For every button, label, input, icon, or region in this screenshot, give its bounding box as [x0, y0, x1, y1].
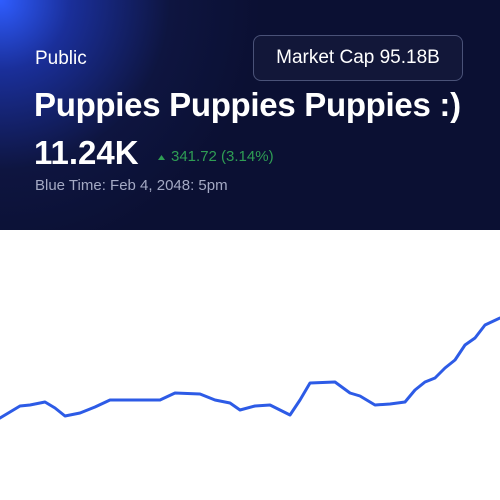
badge: Public [35, 48, 87, 69]
title: Puppies Puppies Puppies :) [34, 86, 461, 123]
up-arrow [158, 154, 165, 160]
change-text: 341.72 (3.14%) [171, 148, 274, 165]
change: 341.72 (3.14%) [158, 148, 274, 165]
timestamp: Blue Time: Feb 4, 2048: 5pm [35, 177, 228, 194]
price-line [0, 316, 500, 420]
price: 11.24K [34, 134, 139, 171]
chart [0, 316, 500, 420]
header: Public Market Cap 95.18B Puppies Puppies… [0, 0, 500, 230]
market-cap[interactable]: Market Cap 95.18B [253, 35, 463, 81]
